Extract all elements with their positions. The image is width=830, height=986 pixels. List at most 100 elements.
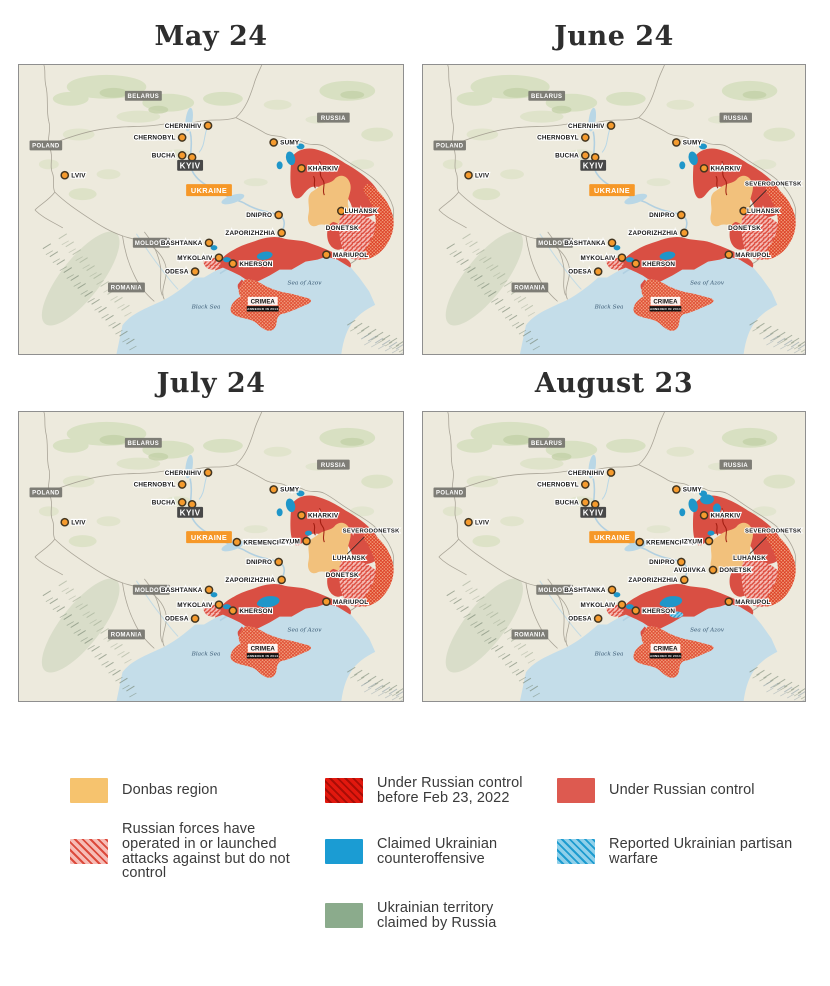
terrain-patch xyxy=(256,251,273,260)
city-label: BASHTANKA xyxy=(564,240,606,247)
city-dot xyxy=(322,250,331,260)
terrain-patch xyxy=(243,525,268,534)
terrain-patch xyxy=(296,143,305,150)
city-dot xyxy=(177,151,187,160)
terrain-patch xyxy=(99,87,128,98)
terrain-patch xyxy=(472,188,501,201)
city-dot xyxy=(593,267,603,276)
city-dot xyxy=(228,606,238,615)
terrain-patch xyxy=(296,490,305,497)
terrain-patch xyxy=(243,178,268,187)
map-june-24: BELARUS POLAND RUSSIA MOLDOVA ROMANIA UK… xyxy=(422,64,806,355)
sea-label: Sea of Azov xyxy=(690,627,725,633)
city-dot xyxy=(606,121,616,130)
terrain-patch xyxy=(96,169,121,180)
city-dot xyxy=(699,163,709,173)
city-dot xyxy=(593,614,603,623)
terrain-patch xyxy=(276,161,283,170)
terrain-patch xyxy=(660,596,683,608)
city-dot xyxy=(277,228,286,238)
map-may-24: BELARUS POLAND RUSSIA MOLDOVA ROMANIA UK… xyxy=(18,64,404,355)
city-dot xyxy=(274,557,283,567)
map-panel-august-23: August 23 BELARUS xyxy=(422,369,806,702)
terrain-patch xyxy=(203,91,243,106)
city-label: ZAPORIZHZHIA xyxy=(628,577,678,584)
region-label: AVDIIVKA xyxy=(674,567,706,574)
mountain-ridge xyxy=(42,243,137,351)
terrain-patch xyxy=(752,159,777,170)
city-dot xyxy=(60,170,70,180)
terrain-patch xyxy=(52,91,89,106)
city-label: LVIV xyxy=(71,519,86,526)
counteroffensive-areas xyxy=(613,490,721,610)
mountain-ridge xyxy=(42,590,137,698)
city-label: ODESA xyxy=(568,616,592,623)
region-label: DONETSK xyxy=(326,572,359,579)
terrain-patch xyxy=(712,503,721,514)
terrain-patch xyxy=(210,245,218,251)
city-label: DNIPRO xyxy=(649,559,675,566)
city-dot xyxy=(269,485,279,494)
map-july-24: BELARUS POLAND RUSSIA MOLDOVA ROMANIA UK… xyxy=(18,411,404,702)
city-label: LVIV xyxy=(475,519,490,526)
terrain-patch xyxy=(41,578,120,673)
svg-text:ROMANIA: ROMANIA xyxy=(514,286,545,292)
city-label: KHARKIV xyxy=(710,165,741,172)
country-badge: UKRAINE xyxy=(186,531,232,544)
city-label: SUMY xyxy=(683,487,703,494)
terrain-patch xyxy=(500,516,524,527)
country-badge: ROMANIA xyxy=(107,282,145,293)
svg-text:RUSSIA: RUSSIA xyxy=(723,463,748,469)
pre2022-control-east xyxy=(764,530,796,607)
terrain-patch xyxy=(646,525,671,534)
mountain-ridge xyxy=(446,243,540,351)
svg-text:CRIMEA: CRIMEA xyxy=(653,646,678,653)
city-label: MYKOLAIV xyxy=(177,255,213,262)
kyiv-badge: KYIV xyxy=(580,159,607,171)
terrain-patch xyxy=(472,535,501,548)
country-badge: BELARUS xyxy=(124,90,162,101)
russian-control-south xyxy=(214,583,351,631)
city-label: CHERNIHIV xyxy=(165,470,202,477)
svg-text:BELARUS: BELARUS xyxy=(128,441,160,447)
city-label: MYKOLAIV xyxy=(581,602,617,609)
city-label: CHERNIHIV xyxy=(568,123,605,130)
terrain-patch xyxy=(752,506,777,517)
country-badge: MOLDOVA xyxy=(132,584,170,595)
crimea-annexed-tag: ANNEXED IN 2014 xyxy=(247,307,278,311)
contact-line xyxy=(715,161,728,196)
terrain-patch xyxy=(222,604,231,610)
terrain-patch xyxy=(285,151,296,166)
terrain-patch xyxy=(52,438,89,453)
terrain-patch xyxy=(203,438,243,453)
city-label: MARIUPOL xyxy=(735,599,770,606)
city-label: KHARKIV xyxy=(308,165,339,172)
terrain-patch xyxy=(445,231,523,326)
russian-control-south xyxy=(617,236,754,284)
terrain-patch xyxy=(679,508,686,517)
city-dot xyxy=(672,485,681,494)
city-label: ODESA xyxy=(165,616,189,623)
city-label: MARIUPOL xyxy=(333,252,369,259)
terrain-group xyxy=(442,74,796,326)
russian-control-south xyxy=(617,583,754,631)
panel-title: June 24 xyxy=(554,21,674,52)
terrain-patch xyxy=(38,506,59,517)
city-dot xyxy=(214,600,224,609)
legend-swatch xyxy=(325,839,363,864)
city-dot xyxy=(580,480,590,489)
city-dot xyxy=(190,267,200,276)
svg-text:CRIMEA: CRIMEA xyxy=(653,299,678,306)
city-dot xyxy=(269,138,279,147)
city-dot xyxy=(336,206,346,216)
kyiv-badge: KYIV xyxy=(177,506,204,518)
legend-item: Russian forces have operated in or launc… xyxy=(70,821,302,881)
terrain-patch xyxy=(688,498,698,513)
region-label: LUHANSK xyxy=(747,208,780,215)
legend-item: Under Russian control before Feb 23, 202… xyxy=(325,775,539,805)
terrain-patch xyxy=(222,257,231,263)
country-badge: MOLDOVA xyxy=(536,237,573,248)
crimea-label: CRIMEA ANNEXED IN 2014 xyxy=(649,643,682,659)
kyiv-badge: KYIV xyxy=(580,506,607,518)
city-dot xyxy=(204,585,214,595)
